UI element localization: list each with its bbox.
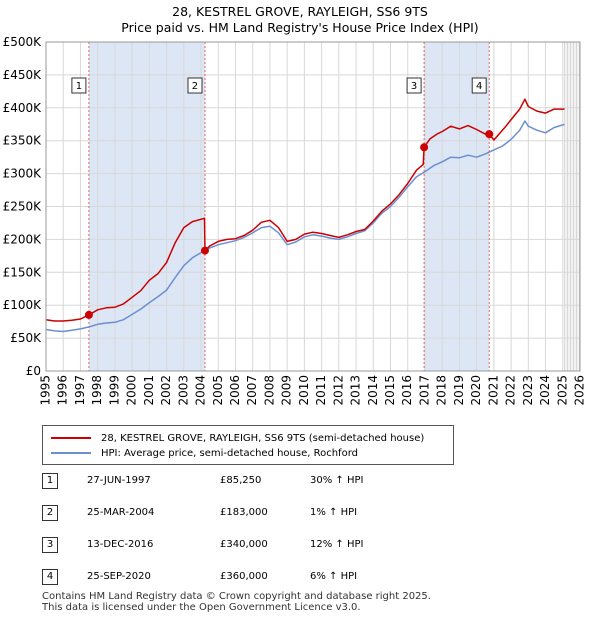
x-tick-label: 2018 (435, 375, 449, 406)
sale-number: 3 (42, 537, 58, 553)
x-tick-label: 2023 (521, 375, 535, 406)
sale-point (485, 130, 494, 139)
x-tick-label: 2020 (469, 375, 483, 406)
x-tick-label: 1998 (90, 375, 104, 406)
y-tick-label: £350K (3, 134, 43, 148)
legend-label-property: 28, KESTREL GROVE, RAYLEIGH, SS6 9TS (se… (101, 432, 425, 444)
x-tick-label: 2001 (142, 375, 156, 406)
sale-number: 1 (42, 473, 58, 489)
x-tick-label: 2015 (383, 375, 397, 406)
sale-label: 3 (411, 81, 417, 92)
x-tick-label: 2013 (349, 375, 363, 406)
x-tick-label: 2016 (400, 375, 414, 406)
x-tick-label: 2026 (573, 375, 587, 406)
y-tick-label: £450K (3, 68, 43, 82)
sale-hpi-diff: 6% ↑ HPI (310, 571, 358, 582)
sale-label: 2 (192, 81, 198, 92)
x-tick-label: 2002 (159, 375, 173, 406)
chart-title-line2: Price paid vs. HM Land Registry's House … (121, 20, 479, 35)
x-tick-label: 2004 (194, 375, 208, 406)
legend-item-hpi: HPI: Average price, semi-detached house,… (51, 446, 358, 460)
sale-price: £183,000 (220, 507, 268, 518)
x-tick-label: 2011 (314, 375, 328, 406)
y-tick-label: £200K (3, 232, 43, 246)
sale-date: 13-DEC-2016 (87, 539, 154, 550)
sale-price: £85,250 (220, 475, 262, 486)
x-tick-label: 2007 (245, 375, 259, 406)
sale-point (200, 246, 209, 255)
x-tick-label: 2005 (211, 375, 225, 406)
sale-row: 3 13-DEC-2016 £340,000 12% ↑ HPI (42, 537, 462, 555)
x-tick-label: 2024 (538, 375, 552, 406)
x-tick-label: 1995 (39, 375, 53, 406)
legend-swatch-property (51, 437, 91, 439)
chart-legend: 28, KESTREL GROVE, RAYLEIGH, SS6 9TS (se… (42, 425, 454, 465)
y-tick-label: £400K (3, 101, 43, 115)
sale-label: 4 (476, 81, 482, 92)
sale-point (420, 143, 429, 152)
hpi-line (45, 120, 565, 333)
sale-label-box (71, 77, 87, 94)
footer: Contains HM Land Registry data © Crown c… (42, 591, 431, 613)
x-tick-label: 2003 (176, 375, 190, 406)
sale-number: 2 (42, 505, 58, 521)
y-tick-label: £250K (3, 200, 43, 214)
sale-date: 27-JUN-1997 (87, 475, 151, 486)
y-tick-label: £100K (3, 298, 43, 312)
x-tick-label: 2009 (280, 375, 294, 406)
chart-title-line1: 28, KESTREL GROVE, RAYLEIGH, SS6 9TS (172, 4, 428, 19)
x-tick-label: 2025 (555, 375, 569, 406)
x-tick-label: 2008 (262, 375, 276, 406)
y-tick-label: £0 (26, 364, 41, 378)
x-tick-label: 2019 (452, 375, 466, 406)
x-tick-label: 2000 (125, 375, 139, 406)
x-tick-label: 2022 (504, 375, 518, 406)
x-tick-label: 2017 (417, 375, 431, 406)
sale-point (84, 310, 93, 319)
sale-number: 4 (42, 569, 58, 585)
sale-row: 4 25-SEP-2020 £360,000 6% ↑ HPI (42, 569, 462, 587)
legend-item-property: 28, KESTREL GROVE, RAYLEIGH, SS6 9TS (se… (51, 431, 424, 445)
y-tick-label: £50K (10, 331, 42, 345)
sale-label-box (406, 77, 422, 94)
sale-row: 1 27-JUN-1997 £85,250 30% ↑ HPI (42, 473, 462, 491)
x-tick-label: 2014 (366, 375, 380, 406)
sale-price: £340,000 (220, 539, 268, 550)
sale-row: 2 25-MAR-2004 £183,000 1% ↑ HPI (42, 505, 462, 523)
sale-hpi-diff: 12% ↑ HPI (310, 539, 364, 550)
x-tick-label: 1996 (56, 375, 70, 406)
sale-hpi-diff: 30% ↑ HPI (310, 475, 364, 486)
y-tick-label: £300K (3, 167, 43, 181)
x-tick-label: 2010 (297, 375, 311, 406)
sale-label: 1 (76, 81, 82, 92)
y-tick-label: £150K (3, 265, 43, 279)
sale-hpi-diff: 1% ↑ HPI (310, 507, 358, 518)
x-tick-label: 2006 (228, 375, 242, 406)
sale-date: 25-SEP-2020 (87, 571, 151, 582)
x-tick-label: 1997 (73, 375, 87, 406)
y-tick-label: £500K (3, 35, 43, 49)
sale-label-box (471, 77, 487, 94)
x-tick-label: 2021 (486, 375, 500, 406)
sale-date: 25-MAR-2004 (87, 507, 155, 518)
price-chart: 1 2 3 4 £0 £50K £100K £150K £200K £250K £300K £350… (3, 35, 587, 406)
footer-copyright: Contains HM Land Registry data © Crown c… (42, 591, 431, 602)
sale-price: £360,000 (220, 571, 268, 582)
legend-swatch-hpi (51, 452, 91, 454)
x-tick-label: 1999 (107, 375, 121, 406)
x-tick-label: 2012 (331, 375, 345, 406)
property-price-line (45, 98, 565, 322)
legend-label-hpi: HPI: Average price, semi-detached house,… (101, 447, 358, 459)
footer-licence: This data is licensed under the Open Gov… (42, 602, 361, 613)
plot-frame (45, 41, 581, 372)
sale-label-box (187, 77, 203, 94)
